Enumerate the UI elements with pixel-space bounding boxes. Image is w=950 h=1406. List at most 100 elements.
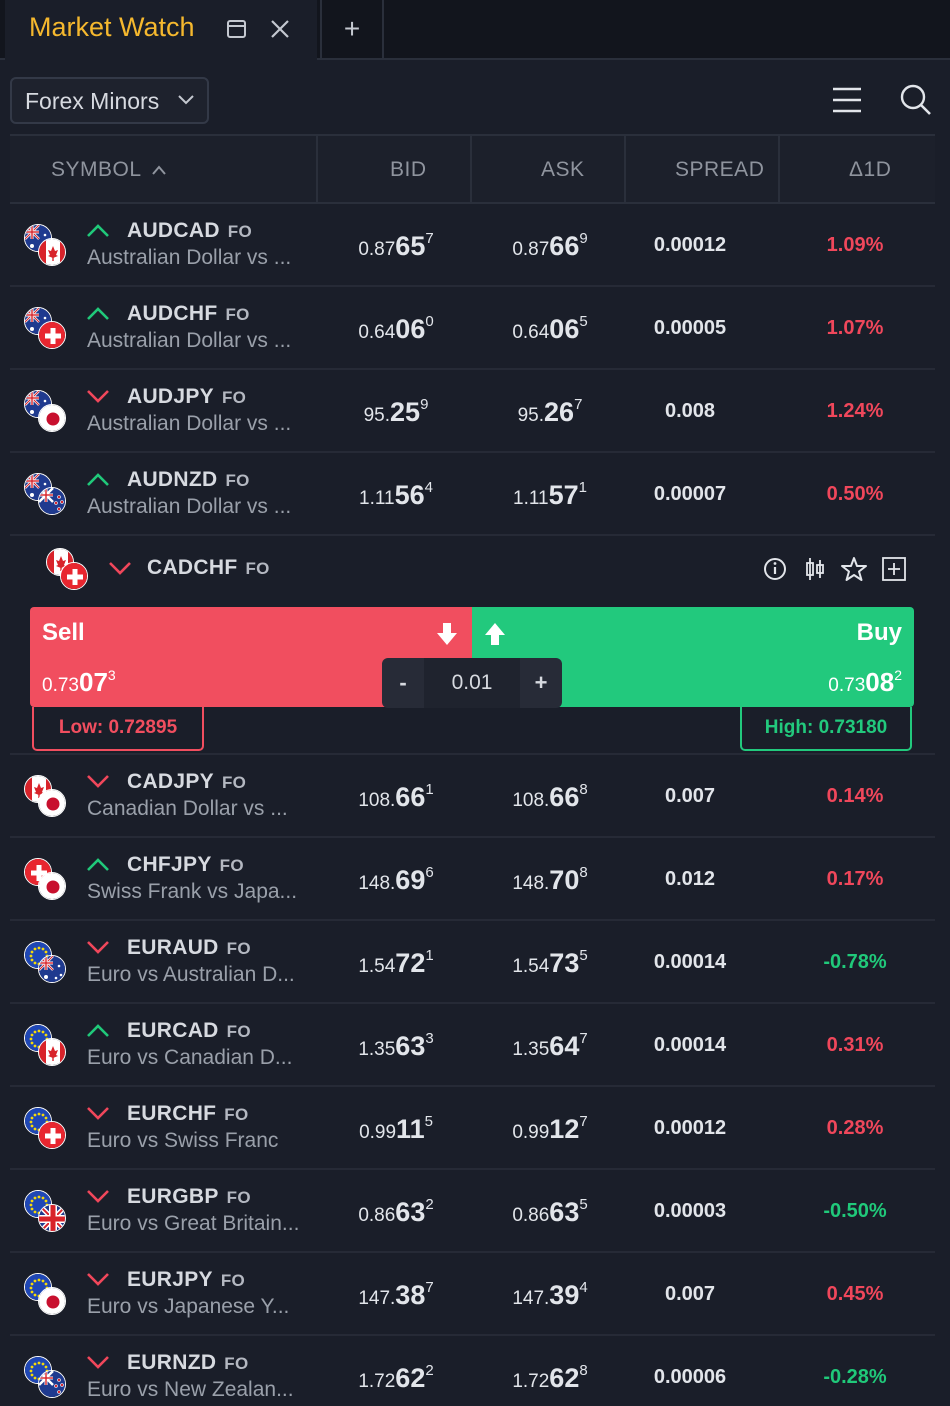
arrow-up-icon — [485, 623, 505, 645]
bid-price: 95.259 — [363, 396, 429, 427]
symbol-description: Euro vs Australian D... — [87, 963, 295, 986]
info-icon[interactable] — [762, 555, 788, 583]
column-header-bid[interactable]: BID — [390, 158, 427, 181]
column-header-change[interactable]: Δ1D — [849, 158, 892, 181]
sell-button-label: Sell — [42, 619, 85, 646]
buy-price: 0.73082 — [828, 667, 902, 697]
spread-value: 0.00012 — [653, 1117, 727, 1139]
expanded-row[interactable]: CADCHF FO Sell — [10, 536, 935, 755]
trend-up-icon — [87, 473, 109, 486]
symbol-label: EURCHF FO — [127, 1102, 249, 1125]
quotes-table: SYMBOL BID ASK SPREAD Δ1D AUDCAD FO Austr… — [10, 134, 935, 1406]
bid-price: 1.11564 — [359, 479, 433, 510]
fo-tag: FO — [220, 1271, 246, 1290]
trend-down-icon — [87, 941, 109, 954]
currency-flags — [24, 858, 68, 902]
column-divider — [470, 136, 472, 204]
detach-window-icon[interactable] — [226, 18, 248, 40]
add-tab-button[interactable]: + — [320, 0, 384, 60]
change-value: -0.50% — [823, 1200, 887, 1222]
column-divider — [778, 136, 780, 204]
change-value: -0.78% — [823, 951, 887, 973]
table-row[interactable]: EURAUD FO Euro vs Australian D... 1.54721… — [10, 921, 935, 1004]
symbol-description: Euro vs New Zealan... — [87, 1378, 294, 1401]
search-icon[interactable] — [898, 82, 932, 116]
table-header: SYMBOL BID ASK SPREAD Δ1D — [10, 134, 935, 204]
table-row[interactable]: AUDNZD FO Australian Dollar vs ... 1.1156… — [10, 453, 935, 536]
flag-ch-icon — [38, 1121, 66, 1149]
bid-price: 147.387 — [358, 1279, 434, 1310]
fo-tag: FO — [226, 939, 251, 958]
sell-price: 0.73073 — [42, 667, 116, 697]
trend-down-icon — [87, 1273, 109, 1286]
arrow-down-icon — [437, 623, 457, 645]
symbol-label: CADJPY FO — [127, 770, 247, 793]
table-row[interactable]: EURGBP FO Euro vs Great Britain... 0.8663… — [10, 1170, 935, 1253]
day-low-badge: Low: 0.72895 — [32, 707, 204, 751]
flag-jp-icon — [38, 404, 66, 432]
currency-flags — [24, 1024, 68, 1068]
table-row[interactable]: EURCHF FO Euro vs Swiss Franc 0.99115 0.9… — [10, 1087, 935, 1170]
table-row[interactable]: AUDCAD FO Australian Dollar vs ... 0.8765… — [10, 204, 935, 287]
symbol-label: AUDCHF FO — [127, 302, 250, 325]
candlestick-chart-icon[interactable] — [804, 555, 826, 583]
close-icon[interactable] — [269, 18, 291, 40]
hamburger-menu-icon[interactable] — [830, 84, 864, 116]
symbol-description: Euro vs Great Britain... — [87, 1212, 300, 1235]
tab-market-watch[interactable]: Market Watch — [5, 0, 317, 60]
symbol-description: Euro vs Swiss Franc — [87, 1129, 279, 1152]
fo-tag: FO — [227, 222, 253, 241]
table-row[interactable]: CHFJPY FO Swiss Frank vs Japa... 148.696 … — [10, 838, 935, 921]
table-row[interactable]: AUDCHF FO Australian Dollar vs ... 0.6406… — [10, 287, 935, 370]
symbol-label: AUDCAD FO — [127, 219, 253, 242]
quantity-input[interactable]: 0.01 — [424, 658, 520, 708]
table-row[interactable]: CADJPY FO Canadian Dollar vs ... 108.661 … — [10, 755, 935, 838]
table-row[interactable]: EURJPY FO Euro vs Japanese Y... 147.387 1… — [10, 1253, 935, 1336]
currency-flags — [46, 548, 90, 592]
add-box-icon[interactable] — [881, 555, 907, 583]
quantity-stepper: - 0.01 + — [382, 658, 562, 708]
quantity-decrease-button[interactable]: - — [399, 670, 407, 695]
spread-value: 0.012 — [664, 868, 716, 890]
change-value: -0.28% — [823, 1366, 887, 1388]
ask-price: 0.86635 — [512, 1196, 588, 1227]
ask-price: 1.35647 — [512, 1030, 588, 1061]
trend-down-icon — [87, 775, 109, 788]
day-high-badge: High: 0.73180 — [740, 707, 912, 751]
flag-ch-icon — [60, 562, 88, 590]
spread-value: 0.00007 — [653, 483, 727, 505]
table-row[interactable]: EURNZD FO Euro vs New Zealan... 1.72622 1… — [10, 1336, 935, 1406]
symbol-description: Euro vs Canadian D... — [87, 1046, 293, 1069]
currency-flags — [24, 1190, 68, 1234]
symbol-label: AUDNZD FO — [127, 468, 250, 491]
bid-price: 0.99115 — [359, 1113, 433, 1144]
tab-title: Market Watch — [29, 12, 195, 42]
column-header-symbol[interactable]: SYMBOL — [51, 136, 167, 204]
table-row[interactable]: AUDJPY FO Australian Dollar vs ... 95.259… — [10, 370, 935, 453]
currency-flags — [24, 224, 68, 268]
spread-value: 0.007 — [664, 1283, 716, 1305]
symbol-description: Australian Dollar vs ... — [87, 495, 292, 518]
tab-bar: Market Watch + — [0, 0, 950, 60]
chevron-down-icon — [178, 95, 194, 105]
currency-flags — [24, 307, 68, 351]
watchlist-dropdown[interactable]: Forex Minors — [10, 77, 209, 124]
fo-tag: FO — [225, 305, 250, 324]
spread-value: 0.00006 — [653, 1366, 727, 1388]
column-header-ask[interactable]: ASK — [541, 158, 585, 181]
rows-group-bottom: CADJPY FO Canadian Dollar vs ... 108.661 … — [10, 755, 935, 1406]
change-value: 0.45% — [826, 1283, 884, 1305]
trend-down-icon — [87, 1356, 109, 1369]
ask-price: 148.708 — [512, 864, 588, 895]
star-icon[interactable] — [840, 555, 868, 583]
symbol-label: CHFJPY FO — [127, 853, 244, 876]
column-header-spread[interactable]: SPREAD — [675, 158, 765, 181]
spread-value: 0.007 — [664, 785, 716, 807]
flag-jp-icon — [38, 789, 66, 817]
flag-nz-icon — [38, 1370, 66, 1398]
quantity-increase-button[interactable]: + — [534, 670, 548, 695]
table-row[interactable]: EURCAD FO Euro vs Canadian D... 1.35633 1… — [10, 1004, 935, 1087]
symbol-description: Euro vs Japanese Y... — [87, 1295, 290, 1318]
bid-price: 0.64060 — [358, 313, 434, 344]
